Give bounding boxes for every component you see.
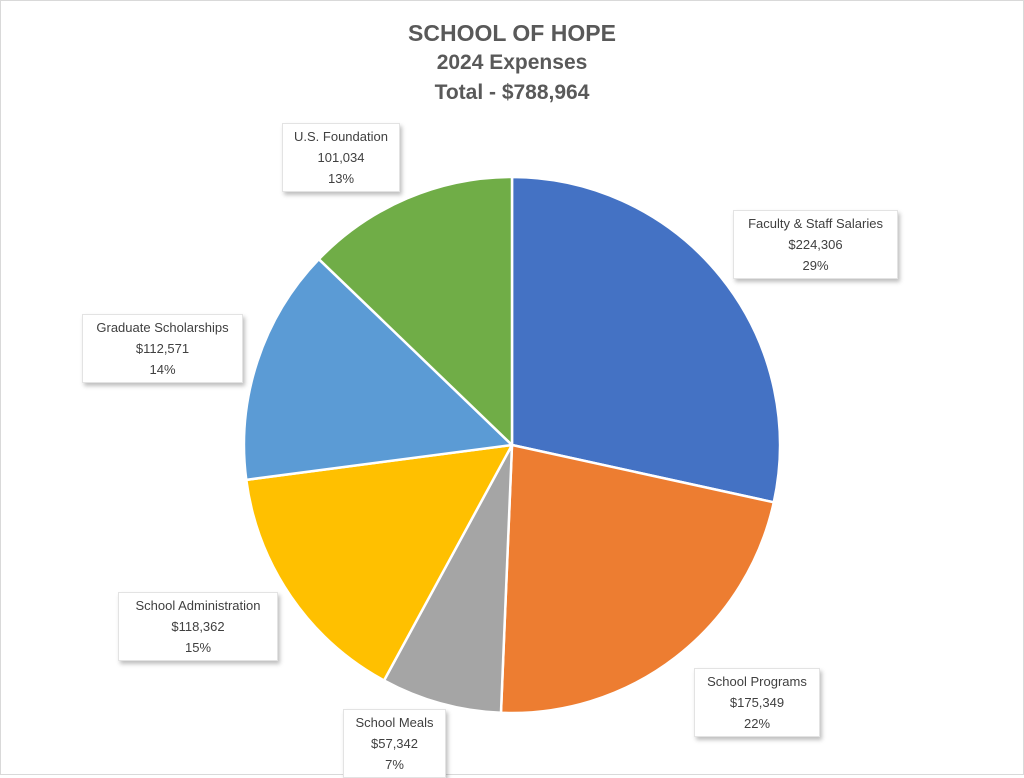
data-label-faculty-staff-salaries: Faculty & Staff Salaries $224,306 29% bbox=[733, 210, 898, 279]
slice-value: $118,362 bbox=[171, 619, 225, 634]
chart-title: SCHOOL OF HOPE bbox=[408, 20, 616, 46]
slice-percent: 15% bbox=[184, 640, 212, 655]
slice-value: $112,571 bbox=[135, 341, 190, 356]
data-label-school-programs: School Programs $175,349 22% bbox=[694, 668, 820, 737]
slice-value: $175,349 bbox=[729, 695, 785, 710]
data-label-us-foundation: U.S. Foundation 101,034 13% bbox=[282, 123, 400, 192]
slice-name: Faculty & Staff Salaries bbox=[748, 216, 883, 231]
pie-slice-school-meals bbox=[382, 443, 514, 715]
slice-value: $57,342 bbox=[371, 736, 418, 751]
chart-subtitle: 2024 Expenses bbox=[436, 51, 588, 74]
slice-percent: 29% bbox=[802, 258, 829, 273]
slice-percent: 22% bbox=[743, 716, 771, 731]
data-label-graduate-scholarships: Graduate Scholarships $112,571 14% bbox=[82, 314, 243, 383]
slice-percent: 14% bbox=[149, 362, 176, 377]
slice-name: School Meals bbox=[355, 715, 434, 730]
slice-name: U.S. Foundation bbox=[294, 129, 388, 144]
slice-value: 101,034 bbox=[317, 150, 365, 165]
pie-slice-graduate-scholarships bbox=[242, 257, 514, 482]
slice-name: School Administration bbox=[135, 598, 261, 613]
chart-total: Total - $788,964 bbox=[434, 81, 590, 104]
slice-name: School Programs bbox=[707, 674, 807, 689]
pie-slice-school-administration bbox=[245, 443, 514, 682]
pie-slice-faculty-staff-salaries bbox=[510, 175, 782, 504]
pie-slice-u-s-foundation bbox=[317, 175, 514, 447]
pie-slice-school-programs bbox=[499, 443, 776, 715]
slice-percent: 7% bbox=[385, 757, 404, 772]
data-label-school-administration: School Administration $118,362 15% bbox=[118, 592, 278, 661]
slice-name: Graduate Scholarships bbox=[96, 320, 229, 335]
slice-value: $224,306 bbox=[788, 237, 843, 252]
data-label-school-meals: School Meals $57,342 7% bbox=[343, 709, 446, 778]
chart-titles: SCHOOL OF HOPE 2024 Expenses Total - $78… bbox=[0, 18, 1024, 108]
slice-percent: 13% bbox=[327, 171, 355, 186]
